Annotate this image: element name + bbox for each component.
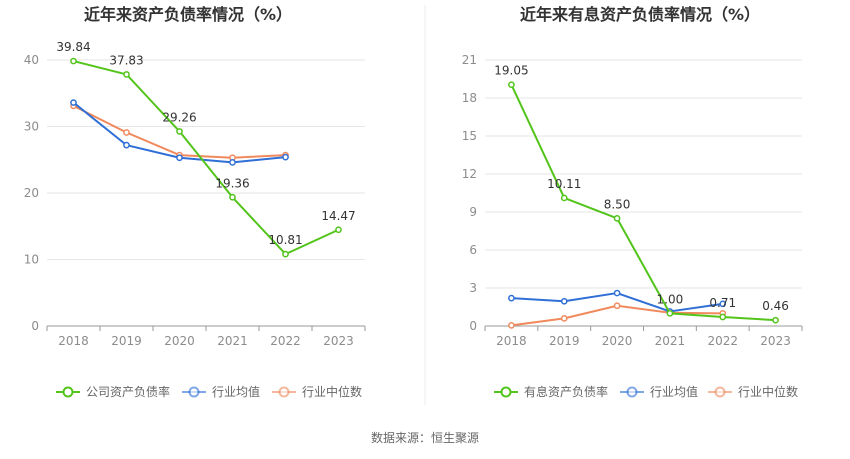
data-point (282, 153, 289, 161)
y-tick-label: 20 (24, 186, 39, 200)
data-point (176, 128, 183, 135)
data-label: 39.84 (56, 40, 90, 54)
x-tick-label: 2020 (602, 334, 633, 348)
y-tick-label: 21 (462, 53, 477, 67)
x-tick-label: 2020 (164, 334, 195, 348)
data-point (123, 141, 130, 149)
chart-interest-debt-ratio: 近年来有息资产负债率情况（%） 0 3 6 9 12 15 18 21 2018 2019 2020… (462, 5, 803, 399)
y-tick-label: 0 (469, 319, 477, 333)
x-tick-label: 2019 (111, 334, 142, 348)
data-point (666, 309, 674, 317)
series-line (73, 60, 339, 256)
data-point (229, 193, 236, 201)
x-tick-label: 2021 (217, 334, 248, 348)
x-tick-label: 2022 (270, 334, 301, 348)
data-source-note: 数据来源：恒生聚源 (370, 431, 479, 445)
y-tick-label: 12 (462, 167, 477, 181)
data-point (335, 226, 342, 234)
data-label: 10.11 (547, 177, 581, 191)
chart-title: 近年来有息资产负债率情况（%） (520, 5, 760, 24)
legend-label: 行业中位数 (302, 384, 362, 399)
x-tick-label: 2023 (323, 334, 354, 348)
y-tick-label: 30 (24, 120, 39, 134)
legend-item[interactable]: 有息资产负债率 (494, 384, 608, 399)
data-label: 14.47 (321, 209, 355, 223)
data-point (508, 81, 515, 89)
data-point (282, 250, 289, 258)
series-line (510, 84, 776, 322)
x-tick-label: 2023 (760, 334, 791, 348)
chart-debt-ratio: 近年来资产负债率情况（%） 0 10 20 30 40 2018 2019 2020 2021 2… (24, 5, 366, 399)
y-tick-label: 9 (469, 205, 477, 219)
legend-item[interactable]: 行业中位数 (708, 384, 798, 399)
data-point (229, 159, 236, 166)
y-tick-label: 3 (469, 281, 477, 295)
data-label: 8.50 (604, 197, 631, 211)
data-point (176, 154, 183, 162)
y-tick-label: 18 (462, 91, 477, 105)
data-label: 0.71 (709, 296, 736, 310)
data-label: 29.26 (162, 110, 196, 124)
data-point (772, 316, 779, 324)
data-point (613, 302, 621, 310)
data-point (508, 294, 515, 302)
data-point (70, 57, 77, 65)
legend-label: 公司资产负债率 (86, 384, 170, 399)
legend-label: 行业中位数 (738, 384, 798, 399)
data-point (719, 300, 727, 308)
x-tick-label: 2022 (707, 334, 738, 348)
legend-item[interactable]: 行业均值 (182, 384, 260, 399)
x-tick-label: 2019 (549, 334, 580, 348)
chart-title: 近年来资产负债率情况（%） (84, 5, 292, 24)
x-tick-label: 2018 (496, 334, 527, 348)
legend-marker-icon (62, 386, 74, 398)
data-label: 10.81 (268, 233, 302, 247)
data-label: 19.05 (494, 64, 528, 78)
x-tick-label: 2021 (655, 334, 686, 348)
data-label: 19.36 (215, 176, 249, 190)
y-tick-label: 40 (24, 53, 39, 67)
legend-marker-icon (714, 386, 726, 398)
legend-label: 有息资产负债率 (524, 384, 608, 399)
legend-marker-icon (278, 386, 290, 398)
data-point (560, 297, 568, 305)
x-tick-label: 2018 (58, 334, 89, 348)
legend-item[interactable]: 公司资产负债率 (56, 384, 170, 399)
data-label: 1.00 (657, 292, 684, 306)
data-point (613, 289, 621, 297)
legend-marker-icon (188, 386, 200, 398)
data-point (70, 99, 77, 106)
y-tick-label: 15 (462, 129, 477, 143)
data-point (123, 129, 130, 136)
legend-item[interactable]: 行业均值 (620, 384, 698, 399)
legend-item[interactable]: 行业中位数 (272, 384, 362, 399)
data-point (123, 71, 130, 78)
data-point (613, 214, 621, 222)
data-label: 37.83 (109, 53, 143, 67)
y-tick-label: 0 (31, 319, 39, 333)
data-point (508, 322, 515, 329)
y-tick-label: 6 (469, 243, 477, 257)
legend-label: 行业均值 (650, 384, 698, 399)
legend-label: 行业均值 (212, 384, 260, 399)
data-point (560, 194, 568, 202)
legend-marker-icon (500, 386, 512, 398)
data-label: 0.46 (762, 299, 789, 313)
data-point (560, 315, 568, 322)
data-point (719, 313, 727, 321)
y-tick-label: 10 (24, 253, 39, 267)
legend-marker-icon (626, 386, 638, 398)
